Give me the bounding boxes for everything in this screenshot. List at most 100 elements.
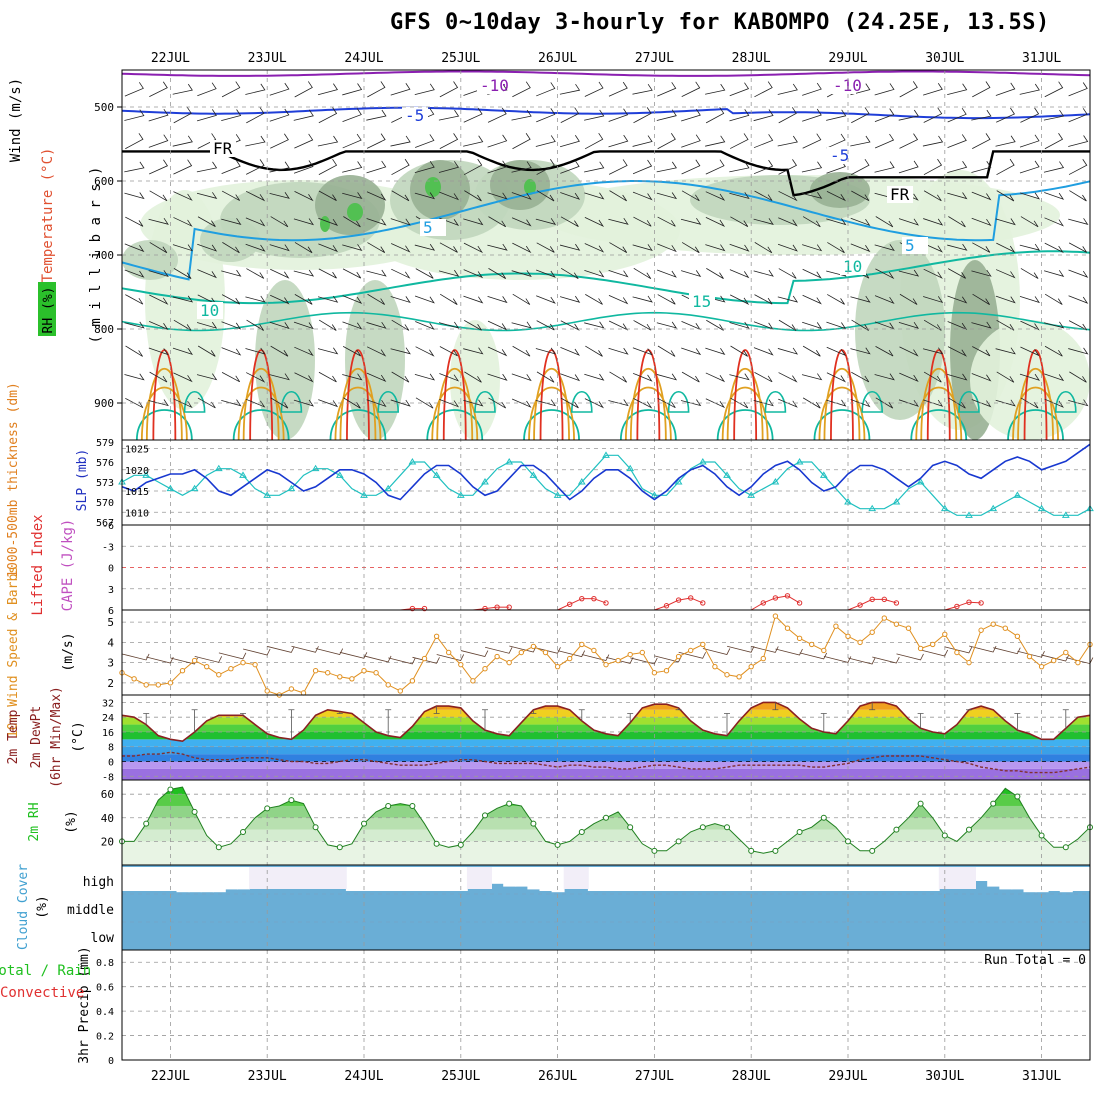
upper-wind-barb [221,347,242,356]
upper-wind-barb [1068,399,1089,407]
upper-wind-barb [1068,159,1088,175]
y-tick-slp: 1020 [125,466,149,477]
upper-wind-barb [512,242,532,254]
temp-band [122,761,1090,769]
upper-wind-barb [972,346,991,357]
y-tick-pressure: 700 [94,249,114,262]
data-point-wind-speed [627,651,633,658]
upper-wind-barb [898,269,920,277]
minmax-whisker [627,713,634,723]
y-tick-thickness: 579 [96,438,114,449]
upper-wind-barb [270,216,289,228]
diurnal-isotherm-loop [334,386,382,441]
upper-wind-barb [366,160,387,174]
cloud-clear-gap [442,867,456,891]
data-point-wind-speed [506,659,512,666]
upper-wind-barb [294,242,313,254]
upper-wind-barb [511,109,532,121]
cloud-high-gap [1023,867,1037,893]
upper-wind-barb [778,107,797,124]
upper-wind-barb [947,192,968,200]
upper-wind-barb [923,107,943,123]
upper-wind-barb [972,81,991,98]
series-line-thickness [121,454,1091,516]
upper-wind-barb [270,133,289,149]
upper-wind-barb [390,218,411,226]
data-point-rh [167,786,174,793]
data-point-thickness [481,478,489,485]
upper-wind-barb [609,242,628,253]
upper-wind-barb [511,373,532,382]
data-point-rh [240,828,246,835]
upper-wind-barb [196,109,217,122]
upper-wind-barb [632,347,653,356]
upper-wind-barb [754,294,773,305]
surface-wind-barb [1017,650,1045,658]
upper-wind-barb [1020,268,1039,279]
data-point-lifted-index [688,595,694,601]
upper-wind-barb [269,321,290,330]
data-point-thickness [916,478,925,485]
upper-wind-barb [632,295,653,303]
data-point-thickness [698,458,707,465]
upper-wind-barb [124,82,144,97]
upper-wind-barb [1044,345,1063,357]
upper-wind-barb [246,268,265,279]
upper-wind-barb [536,371,555,383]
upper-wind-barb [730,397,749,409]
cloud-clear-gap [805,867,819,891]
data-point-wind-speed [978,627,984,633]
surface-wind-barb [339,651,368,659]
data-point-wind-speed [191,657,198,664]
upper-wind-barb [705,83,726,95]
upper-wind-barb [874,295,895,305]
y-tick-wind: 3 [107,657,114,670]
upper-wind-barb [148,399,169,407]
data-point-lifted-index [760,600,766,606]
data-point-wind-speed [821,647,827,654]
cloud-clear-gap [164,867,178,891]
upper-wind-barb [971,373,992,382]
upper-wind-barb [294,294,313,305]
upper-wind-barb [584,161,605,173]
upper-wind-barb [1020,397,1039,409]
upper-wind-barb [850,399,871,408]
upper-wind-barb [1044,81,1064,98]
upper-wind-barb [560,192,581,200]
upper-wind-barb [1068,295,1089,304]
upper-wind-barb [560,107,580,123]
diurnal-isotherm-loop [339,368,377,441]
upper-wind-barb [294,191,314,202]
upper-wind-barb [972,293,990,305]
upper-wind-barb [487,107,507,123]
isotherm-10 [121,250,1091,305]
y-tick-li: -6 [102,521,114,532]
upper-wind-barb [850,243,871,253]
upper-wind-barb [1043,109,1065,121]
upper-wind-barb [464,371,482,383]
data-point-wind-speed [240,659,246,666]
upper-wind-barb [898,218,919,226]
cloud-high-gap [237,867,250,890]
upper-wind-barb [342,373,363,381]
upper-wind-barb [633,398,653,409]
data-point-wind-speed [542,649,549,656]
upper-wind-barb [875,216,894,228]
y-tick-thickness: 567 [96,518,114,529]
surface-wind-barb [315,648,344,655]
isotherm-15 [121,311,1091,332]
upper-wind-barb [318,158,338,175]
data-point-wind-speed [857,639,863,646]
temp-band [122,746,1090,755]
upper-wind-barb [367,81,386,98]
x-tick-date-top: 23JUL [248,51,287,66]
rh-band [122,817,1090,830]
upper-wind-barb [1043,270,1065,277]
minmax-whisker [772,702,779,711]
upper-wind-barb [560,347,581,356]
upper-wind-barb [535,135,556,147]
x-tick-date-bottom: 27JUL [635,1069,674,1084]
y-tick-rh: 40 [101,812,114,825]
data-point-wind-speed [796,635,803,642]
data-point-wind-speed [1051,657,1057,664]
